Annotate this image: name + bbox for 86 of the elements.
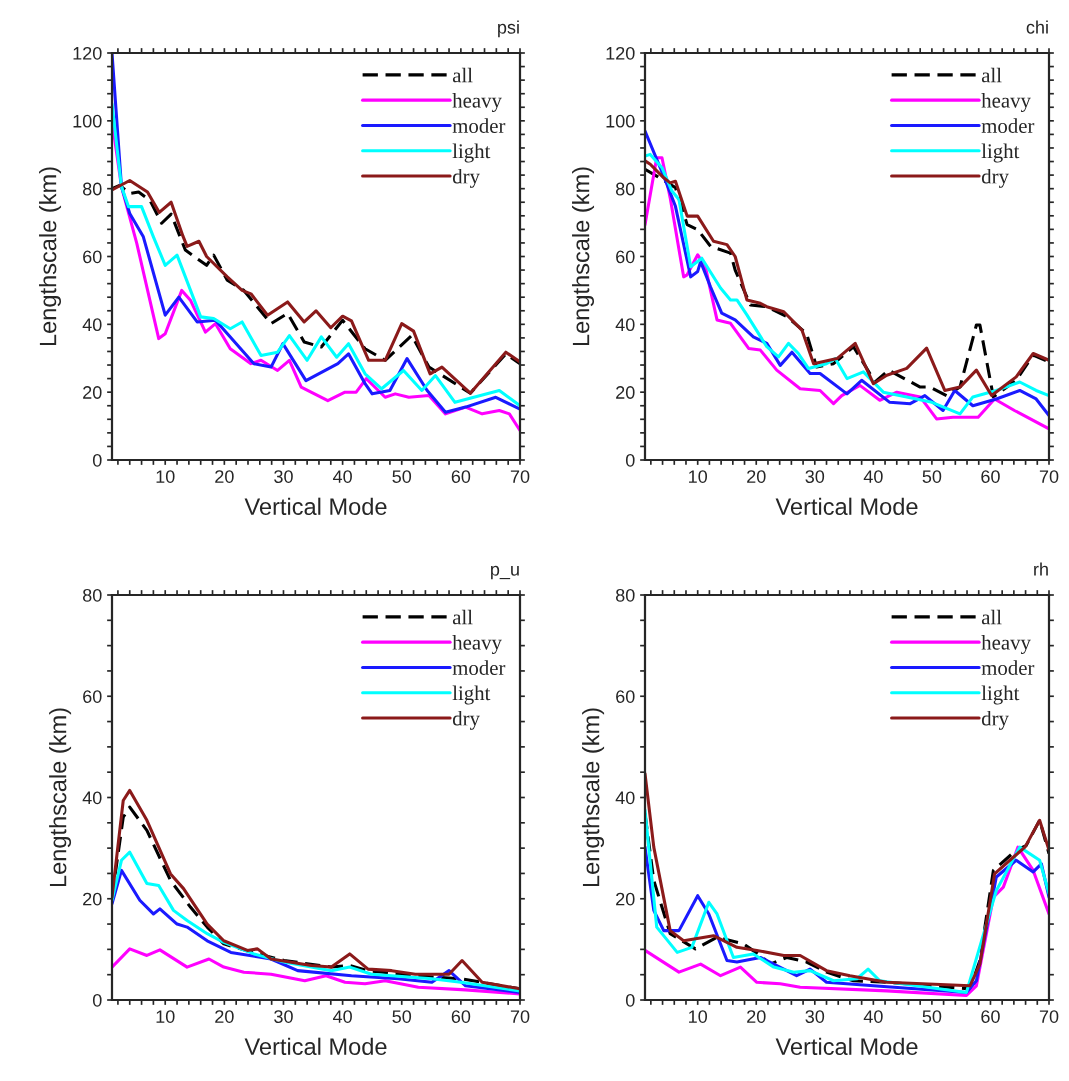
chart-title: p_u <box>491 565 519 580</box>
legend-label: light <box>452 685 491 705</box>
legend-label: dry <box>981 710 1009 730</box>
y-tick-label: 60 <box>616 250 635 264</box>
legend-label: light <box>981 685 1020 705</box>
legend-label: light <box>452 143 491 163</box>
y-tick-label: 60 <box>616 690 635 703</box>
y-tick-label: 40 <box>82 318 102 332</box>
x-tick-label: 20 <box>747 470 766 483</box>
x-tick-label: 70 <box>1039 470 1059 483</box>
legend-label: all <box>981 67 1002 83</box>
legend-label: all <box>452 67 473 83</box>
y-tick-label: 40 <box>82 791 102 805</box>
legend-label: moder <box>452 660 506 675</box>
legend-label: heavy <box>981 634 1031 654</box>
x-tick-label: 20 <box>215 1010 234 1023</box>
legend-label: all <box>452 609 473 625</box>
x-tick-label: 10 <box>156 1010 175 1023</box>
legend-label: moder <box>981 118 1035 133</box>
y-tick-label: 120 <box>606 46 635 60</box>
y-tick-label: 80 <box>82 182 102 196</box>
x-tick-label: 40 <box>332 470 352 483</box>
x-tick-label: 70 <box>510 470 530 483</box>
legend-label: heavy <box>452 92 502 112</box>
x-tick-label: 40 <box>863 470 883 483</box>
y-tick-label: 80 <box>615 182 635 196</box>
x-axis-title: Vertical Mode <box>244 497 387 516</box>
x-tick-label: 60 <box>981 470 1000 483</box>
y-tick-label: 0 <box>625 453 635 467</box>
x-tick-label: 60 <box>451 1010 471 1023</box>
y-axis-title: Lengthscale (km) <box>572 167 595 346</box>
y-tick-label: 20 <box>616 892 635 906</box>
y-tick-label: 40 <box>615 318 635 332</box>
y-tick-label: 0 <box>92 993 102 1007</box>
y-tick-label: 20 <box>83 892 102 906</box>
y-tick-label: 0 <box>625 993 635 1007</box>
chart-title: rh <box>1034 562 1048 576</box>
x-tick-label: 30 <box>805 1010 825 1023</box>
y-tick-label: 60 <box>83 690 102 703</box>
y-axis-title: Lengthscale (km) <box>582 708 605 887</box>
legend-label: light <box>981 143 1020 163</box>
y-tick-label: 20 <box>83 386 102 399</box>
legend-label: dry <box>452 168 480 188</box>
line-series <box>645 772 1049 988</box>
chart-title: psi <box>498 20 519 38</box>
x-tick-label: 40 <box>332 1010 352 1023</box>
y-axis-title: Lengthscale (km) <box>39 167 62 346</box>
x-tick-label: 30 <box>805 470 825 483</box>
x-tick-label: 50 <box>392 1010 412 1023</box>
legend-label: heavy <box>452 634 502 654</box>
x-tick-label: 50 <box>922 470 942 483</box>
x-tick-label: 10 <box>689 1010 708 1023</box>
legend-label: all <box>981 609 1002 625</box>
x-tick-label: 70 <box>1039 1010 1059 1023</box>
y-tick-label: 100 <box>73 114 102 128</box>
line-series <box>112 947 520 996</box>
chart-title: chi <box>1026 20 1048 34</box>
x-tick-label: 20 <box>215 470 234 483</box>
y-tick-label: 20 <box>616 386 635 399</box>
x-axis-title: Vertical Mode <box>775 497 918 516</box>
x-tick-label: 10 <box>156 470 175 483</box>
x-tick-label: 10 <box>689 470 708 483</box>
x-tick-label: 60 <box>451 470 471 483</box>
legend-label: heavy <box>981 92 1031 112</box>
legend-label: moder <box>452 118 506 133</box>
y-tick-label: 80 <box>615 588 635 602</box>
x-tick-label: 70 <box>510 1010 530 1023</box>
x-tick-label: 20 <box>747 1010 766 1023</box>
x-tick-label: 50 <box>392 470 412 483</box>
y-tick-label: 120 <box>73 46 102 60</box>
x-axis-title: Vertical Mode <box>775 1037 918 1056</box>
x-tick-label: 30 <box>274 470 293 483</box>
x-tick-label: 30 <box>274 1010 293 1023</box>
x-tick-label: 40 <box>863 1010 883 1023</box>
y-axis-title: Lengthscale (km) <box>49 708 72 887</box>
y-tick-label: 60 <box>83 250 102 264</box>
y-tick-label: 100 <box>606 114 635 128</box>
legend-label: dry <box>981 168 1009 188</box>
x-axis-title: Vertical Mode <box>244 1037 387 1056</box>
legend-label: moder <box>981 660 1035 675</box>
y-tick-label: 80 <box>82 588 102 602</box>
y-tick-label: 40 <box>615 791 635 805</box>
y-tick-label: 0 <box>92 453 102 467</box>
legend-label: dry <box>452 710 480 730</box>
x-tick-label: 60 <box>981 1010 1000 1023</box>
x-tick-label: 50 <box>922 1010 942 1023</box>
